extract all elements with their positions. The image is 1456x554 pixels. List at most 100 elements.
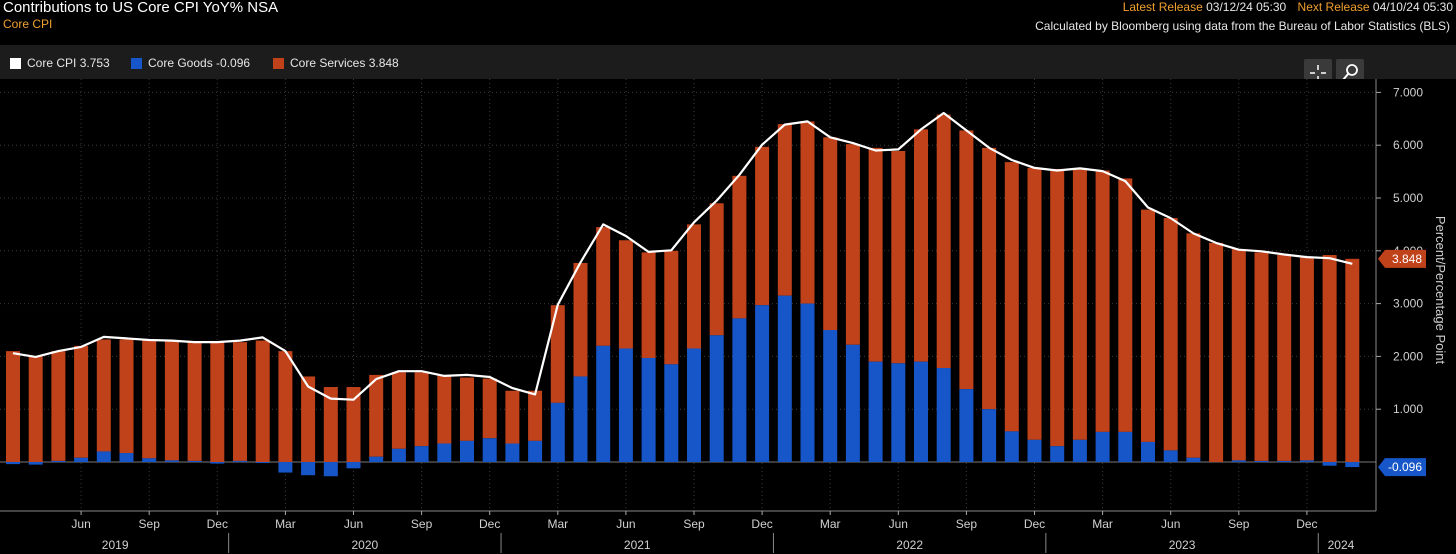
bar-core-services <box>709 203 724 336</box>
legend-item-core-goods[interactable]: Core Goods -0.096 <box>131 56 250 70</box>
last-value-tag-core-services: 3.848 <box>1378 249 1426 268</box>
bar-core-services <box>596 227 611 346</box>
x-tick-label: Dec <box>1024 517 1045 531</box>
bar-core-goods <box>164 460 179 462</box>
bar-core-goods <box>1322 462 1337 466</box>
bar-core-services <box>437 374 452 444</box>
y-tick-label: 6.000 <box>1393 138 1423 152</box>
x-tick-label: Sep <box>1228 517 1250 531</box>
last-value-tag-bg <box>1378 458 1426 477</box>
legend-item-core-cpi[interactable]: Core CPI 3.753 <box>10 56 110 70</box>
bar-core-goods <box>868 361 883 462</box>
bar-core-services <box>391 372 406 449</box>
bar-core-goods <box>1095 431 1110 462</box>
next-release-label: Next Release <box>1297 0 1370 14</box>
bar-core-goods <box>982 409 997 462</box>
bar-core-goods <box>936 368 951 462</box>
bar-core-goods <box>1072 439 1087 462</box>
bar-core-services <box>936 114 951 369</box>
bar-core-goods <box>391 448 406 462</box>
x-year-label: 2022 <box>896 538 923 552</box>
bar-core-services <box>1231 249 1246 461</box>
chart-canvas[interactable]: 1.0002.0003.0004.0005.0006.0007.000Perce… <box>0 79 1456 554</box>
bar-core-goods <box>1345 462 1360 468</box>
bar-core-services <box>28 356 43 462</box>
x-tick-label: Sep <box>139 517 161 531</box>
x-tick-label: Jun <box>1161 517 1180 531</box>
legend-label-core-goods: Core Goods <box>148 56 213 70</box>
y-tick-label: 7.000 <box>1393 85 1423 99</box>
bar-core-services <box>460 377 474 441</box>
bar-core-services <box>142 339 157 459</box>
bar-core-goods <box>1186 457 1201 462</box>
x-tick-label: Mar <box>547 517 568 531</box>
bar-core-services <box>573 262 588 377</box>
bar-core-services <box>1050 168 1065 447</box>
bar-core-goods <box>800 303 815 462</box>
bar-core-services <box>1322 255 1337 462</box>
x-tick-label: Sep <box>683 517 705 531</box>
bar-core-goods <box>573 376 588 462</box>
bar-core-goods <box>1163 450 1178 462</box>
bar-core-services <box>550 305 565 403</box>
bar-core-services <box>1072 167 1087 440</box>
bar-core-goods <box>1277 460 1292 462</box>
bar-core-goods <box>233 460 247 462</box>
bar-core-services <box>505 390 520 444</box>
bar-core-services <box>323 387 338 462</box>
bar-core-goods <box>482 438 497 462</box>
x-tick-label: Dec <box>207 517 228 531</box>
bar-core-goods <box>96 451 111 462</box>
bar-core-goods <box>210 462 225 464</box>
bar-core-goods <box>845 344 860 462</box>
last-value-tag-core-goods: -0.096 <box>1378 458 1426 477</box>
bar-core-goods <box>1231 460 1246 462</box>
legend-label-core-services: Core Services <box>290 56 366 70</box>
bar-core-services <box>687 224 701 349</box>
bar-core-goods <box>346 462 361 469</box>
x-tick-label: Mar <box>820 517 841 531</box>
bar-core-goods <box>596 345 611 462</box>
chart-subtitle: Core CPI <box>3 17 53 31</box>
bar-core-services <box>1209 242 1224 462</box>
x-tick-label: Jun <box>71 517 90 531</box>
bar-core-services <box>482 378 497 439</box>
x-tick-label: Sep <box>956 517 978 531</box>
bar-core-services <box>664 250 679 365</box>
bar-core-goods <box>119 453 134 462</box>
bar-core-services <box>414 372 429 447</box>
last-value-tag-bg <box>1378 249 1426 268</box>
bar-core-goods <box>528 440 543 462</box>
bar-core-goods <box>369 456 384 462</box>
x-tick-label: Sep <box>411 517 433 531</box>
data-source-note: Calculated by Bloomberg using data from … <box>1035 19 1450 33</box>
x-tick-label: Dec <box>751 517 772 531</box>
x-tick-label: Mar <box>275 517 296 531</box>
legend-value-core-services: 3.848 <box>368 56 399 70</box>
release-info: Latest Release 03/12/24 05:30 Next Relea… <box>1123 0 1453 14</box>
bar-core-services <box>641 252 656 358</box>
bar-core-services <box>618 240 633 349</box>
legend-item-core-services[interactable]: Core Services 3.848 <box>273 56 399 70</box>
y-tick-label: 1.000 <box>1393 402 1423 416</box>
bar-core-services <box>74 345 89 458</box>
bar-core-goods <box>323 462 338 477</box>
y-tick-label: 5.000 <box>1393 191 1423 205</box>
bar-core-services <box>800 121 815 304</box>
bar-core-goods <box>460 440 474 462</box>
bar-core-services <box>982 147 997 410</box>
legend-swatch-core-services <box>273 57 284 69</box>
x-tick-label: Mar <box>1092 517 1113 531</box>
legend-bar: Core CPI 3.753 Core Goods -0.096 Core Se… <box>0 45 1456 79</box>
x-tick-label: Jun <box>889 517 908 531</box>
x-tick-label: Dec <box>1296 517 1317 531</box>
bar-core-services <box>6 351 20 462</box>
bar-core-services <box>732 175 747 319</box>
bar-core-services <box>1345 258 1360 462</box>
bar-core-goods <box>301 462 316 476</box>
x-year-label: 2021 <box>624 538 651 552</box>
bar-core-services <box>210 342 225 462</box>
bar-core-goods <box>891 363 906 462</box>
bar-core-goods <box>51 460 66 462</box>
bar-core-goods <box>142 458 157 462</box>
